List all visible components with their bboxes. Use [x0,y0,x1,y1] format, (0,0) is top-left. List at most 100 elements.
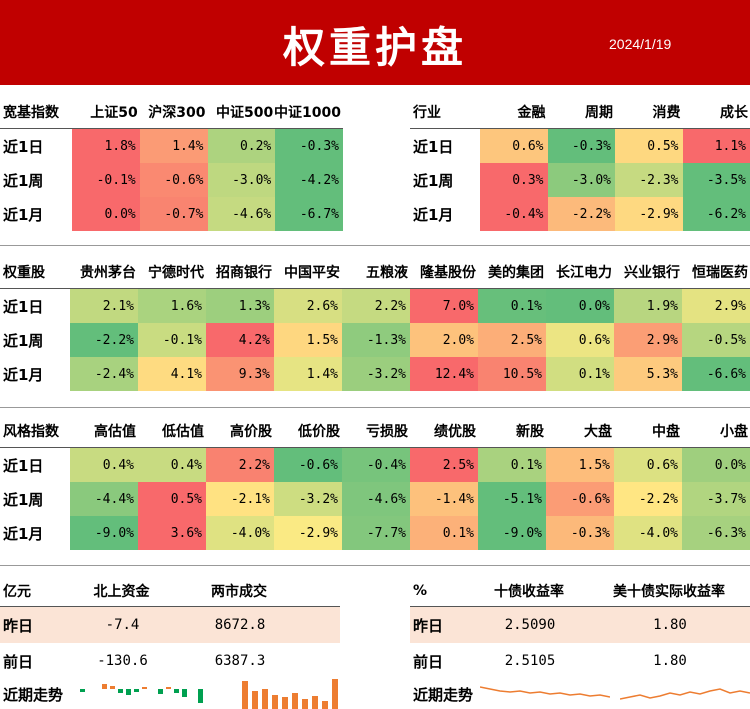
heatmap-cell: 0.0% [546,289,614,323]
heatmap-cell: 0.0% [72,197,140,231]
north-trend-chart [78,679,208,709]
heatmap-cell: -0.4% [480,197,548,231]
turnover-prev: 6387.3 [175,643,305,679]
heatmap-cell: -9.0% [70,516,138,550]
row-label: 近1日 [0,129,72,163]
us10y-prev: 1.80 [590,643,750,679]
yields-col-us10y-real: 美十债实际收益率 [590,576,750,606]
cn10y-prev: 2.5105 [470,643,590,679]
column-header: 绩优股 [410,415,478,447]
heatmap-cell: 7.0% [410,289,478,323]
heatmap-cell: 0.3% [480,163,548,197]
north-bar [198,689,203,703]
heatmap-cell: 0.1% [478,289,546,323]
heatmap-cell: 1.9% [614,289,682,323]
turnover-bar [312,696,318,709]
cn10y-yesterday: 2.5090 [470,607,590,643]
heatmap-cell: -4.0% [206,516,274,550]
heatmap-cell: 1.1% [683,129,750,163]
north-yesterday: -7.4 [70,607,175,643]
column-header: 上证50 [72,96,140,128]
heatmap-cell: -3.5% [683,163,750,197]
column-header: 小盘 [682,415,750,447]
heatmap-cell: -0.6% [140,163,208,197]
heatmap-cell: 0.4% [138,448,206,482]
heatmap-cell: 2.2% [342,289,410,323]
row-label: 近1周 [0,163,72,197]
heatmap-cell: -0.3% [548,129,616,163]
column-header: 高价股 [206,415,274,447]
heatmap-cell: -7.7% [342,516,410,550]
heatmap-cell: -2.9% [274,516,342,550]
turnover-yesterday: 8672.8 [175,607,305,643]
heatmap-cell: -4.0% [614,516,682,550]
heatmap-cell: -2.2% [548,197,616,231]
funds-col-north: 北上资金 [70,576,175,606]
table-header: 权重股贵州茅台宁德时代招商银行中国平安五粮液隆基股份美的集团长江电力兴业银行恒瑞… [0,256,750,289]
heatmap-cell: -4.6% [208,197,276,231]
heatmap-cell: -5.1% [478,482,546,516]
funds-row-prev: 前日 -130.6 6387.3 [0,643,340,679]
heatmap-cell: 1.5% [274,323,342,357]
table-title: 风格指数 [0,415,70,447]
heatmap-cell: 0.6% [546,323,614,357]
heatmap-cell: 12.4% [410,357,478,391]
heatmap-cell: 10.5% [478,357,546,391]
column-header: 隆基股份 [410,256,478,288]
north-bar [166,687,171,689]
yields-col-cn10y: 十债收益率 [470,576,590,606]
heatmap-cell: 0.1% [546,357,614,391]
heatmap-cell: 2.1% [70,289,138,323]
heatmap-cell: -1.4% [410,482,478,516]
us10y-trend-chart [620,679,750,709]
funds-col-turnover: 两市成交 [175,576,305,606]
heatmap-cell: 3.6% [138,516,206,550]
heatmap-cell: 1.4% [274,357,342,391]
heatmap-cell: -6.3% [682,516,750,550]
heatmap-cell: -0.1% [138,323,206,357]
heatmap-cell: 1.4% [140,129,208,163]
heatmap-cell: -1.3% [342,323,410,357]
column-header: 长江电力 [546,256,614,288]
heatmap-cell: -3.0% [548,163,616,197]
heatmap-cell: -3.0% [208,163,276,197]
us10y-yesterday: 1.80 [590,607,750,643]
column-header: 低估值 [138,415,206,447]
weight-stocks-table: 权重股贵州茅台宁德时代招商银行中国平安五粮液隆基股份美的集团长江电力兴业银行恒瑞… [0,256,750,391]
divider [0,565,750,566]
heatmap-cell: 2.5% [410,448,478,482]
heatmap-cell: 0.5% [138,482,206,516]
row-label: 前日 [410,643,470,679]
north-bar [134,689,139,692]
heatmap-cell: -9.0% [478,516,546,550]
column-header: 亏损股 [342,415,410,447]
row-label: 近1月 [0,197,72,231]
column-header: 恒瑞医药 [682,256,750,288]
heatmap-cell: 0.1% [410,516,478,550]
turnover-bar [272,695,278,709]
us10y-trend-line [620,689,750,699]
column-header: 兴业银行 [614,256,682,288]
heatmap-cell: -0.3% [546,516,614,550]
heatmap-cell: 2.9% [614,323,682,357]
row-label: 近1日 [0,289,70,323]
heatmap-cell: 0.5% [615,129,683,163]
heatmap-cell: 4.1% [138,357,206,391]
row-label: 近1日 [0,448,70,482]
row-label: 昨日 [410,607,470,643]
trend-label: 近期走势 [0,679,80,709]
heatmap-cell: -4.6% [342,482,410,516]
heatmap-cell: 0.2% [208,129,276,163]
heatmap-cell: 2.5% [478,323,546,357]
trend-label: 近期走势 [410,679,490,709]
yields-panel: % 十债收益率 美十债实际收益率 昨日 2.5090 1.80 前日 2.510… [410,576,750,709]
table-row: 近1周-2.2%-0.1%4.2%1.5%-1.3%2.0%2.5%0.6%2.… [0,323,750,357]
table-title: 权重股 [0,256,70,288]
report-date: 2024/1/19 [609,36,671,52]
